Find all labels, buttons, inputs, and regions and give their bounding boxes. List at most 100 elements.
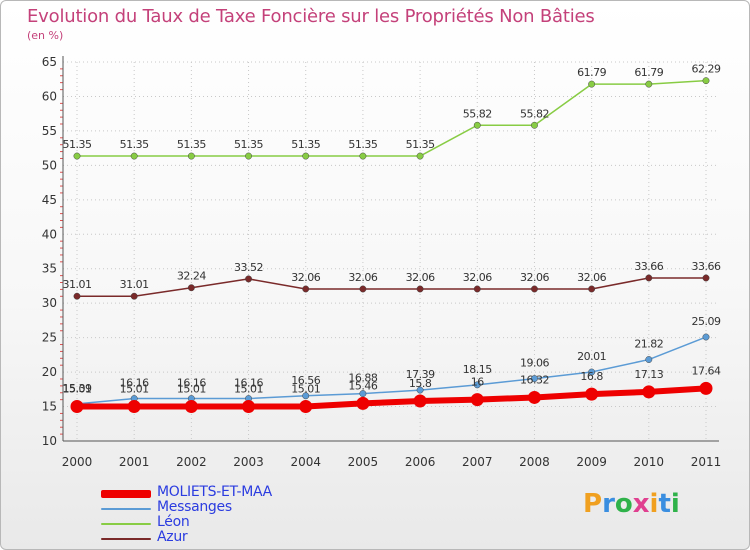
legend-swatch: [101, 508, 151, 510]
legend-label: Azur: [157, 529, 188, 545]
data-point-l-on: [302, 152, 310, 160]
x-tick-label: 2001: [119, 455, 150, 469]
data-point-azur: [359, 285, 367, 293]
data-point-moliets-et-maa: [242, 399, 256, 413]
data-point-azur: [73, 292, 81, 300]
x-tick-label: 2004: [290, 455, 321, 469]
data-point-moliets-et-maa: [184, 399, 198, 413]
data-point-moliets-et-maa: [642, 385, 656, 399]
logo-letter: i: [649, 489, 659, 519]
x-tick-label: 2005: [348, 455, 379, 469]
data-point-l-on: [473, 121, 481, 129]
y-tick-label: 25: [42, 331, 57, 345]
y-tick-label: 20: [42, 365, 57, 379]
data-label-moliets-et-maa: 17.64: [692, 364, 721, 377]
data-point-azur: [130, 292, 138, 300]
data-label-messanges: 16.88: [348, 372, 377, 385]
data-point-azur: [416, 285, 424, 293]
data-point-azur: [245, 275, 252, 283]
data-point-azur: [473, 285, 481, 293]
x-tick-label: 2009: [576, 455, 607, 469]
data-label-moliets-et-maa: 16.8: [580, 370, 603, 383]
legend-label: Léon: [157, 514, 190, 530]
data-point-azur: [702, 274, 710, 282]
data-point-messanges: [416, 386, 424, 394]
data-label-azur: 32.24: [177, 270, 206, 283]
data-label-l-on: 61.79: [577, 66, 606, 79]
data-point-azur: [531, 285, 538, 293]
x-tick-label: 2007: [462, 455, 493, 469]
data-label-l-on: 51.35: [348, 138, 377, 151]
data-label-azur: 32.06: [577, 271, 606, 284]
data-point-messanges: [645, 356, 653, 363]
data-label-l-on: 51.35: [120, 138, 149, 151]
data-label-l-on: 51.35: [291, 138, 320, 151]
data-point-l-on: [531, 121, 538, 129]
data-label-messanges: 16.56: [291, 374, 320, 387]
data-label-l-on: 51.35: [406, 138, 435, 151]
logo-letter: P: [583, 489, 603, 519]
y-tick-label: 15: [42, 400, 57, 414]
data-label-messanges: 16.16: [120, 377, 149, 390]
data-label-messanges: 25.09: [692, 315, 721, 328]
chart-subtitle: (en %): [27, 29, 64, 42]
data-point-messanges: [473, 381, 481, 389]
y-tick-label: 65: [42, 55, 57, 69]
y-tick-label: 60: [42, 89, 57, 103]
data-point-moliets-et-maa: [356, 396, 370, 410]
data-point-l-on: [73, 152, 81, 160]
data-point-messanges: [531, 375, 538, 383]
data-point-moliets-et-maa: [299, 399, 313, 413]
y-tick-label: 55: [42, 124, 57, 138]
data-point-moliets-et-maa: [70, 399, 84, 413]
data-label-messanges: 20.01: [577, 350, 606, 363]
y-tick-label: 35: [42, 262, 57, 276]
proxiti-logo: Proxiti: [583, 489, 680, 519]
series-line-moliets-et-maa: [77, 385, 707, 410]
y-tick-label: 30: [42, 296, 57, 310]
data-point-azur: [302, 285, 310, 293]
x-tick-label: 2000: [62, 455, 93, 469]
data-point-moliets-et-maa: [470, 393, 484, 407]
data-point-l-on: [645, 80, 653, 88]
data-point-l-on: [130, 152, 138, 160]
logo-letter: x: [632, 489, 650, 519]
data-label-l-on: 55.82: [463, 107, 492, 120]
data-point-l-on: [416, 152, 424, 160]
series-line-messanges: [76, 336, 707, 405]
data-point-moliets-et-maa: [127, 399, 141, 413]
data-point-messanges: [702, 333, 710, 341]
data-point-l-on: [588, 80, 596, 88]
data-label-moliets-et-maa: 15.01: [63, 382, 92, 395]
logo-letter: r: [602, 489, 615, 519]
data-label-azur: 32.06: [348, 271, 377, 284]
data-point-moliets-et-maa: [585, 387, 599, 401]
data-point-azur: [645, 274, 653, 282]
data-label-azur: 33.66: [634, 260, 663, 273]
data-label-l-on: 55.82: [520, 107, 549, 120]
data-label-moliets-et-maa: 15.01: [291, 382, 320, 395]
data-label-azur: 32.06: [463, 271, 492, 284]
y-tick-label: 50: [42, 158, 57, 172]
data-point-messanges: [359, 390, 367, 398]
y-tick-label: 40: [42, 227, 57, 241]
x-tick-label: 2002: [176, 455, 207, 469]
data-label-moliets-et-maa: 15.8: [409, 377, 432, 390]
x-tick-label: 2006: [405, 455, 436, 469]
data-label-moliets-et-maa: 15.01: [120, 382, 149, 395]
data-label-azur: 32.06: [406, 271, 435, 284]
data-point-azur: [187, 284, 195, 292]
logo-letter: t: [658, 489, 671, 519]
data-point-l-on: [702, 77, 710, 85]
data-label-messanges: 17.39: [406, 368, 435, 381]
data-point-moliets-et-maa: [413, 394, 427, 408]
x-tick-label: 2003: [233, 455, 264, 469]
data-point-moliets-et-maa: [527, 390, 541, 404]
data-label-messanges: 16.16: [234, 377, 263, 390]
data-label-messanges: 21.82: [634, 338, 663, 351]
data-point-l-on: [245, 152, 252, 160]
data-label-azur: 33.66: [692, 260, 721, 273]
logo-letter: o: [614, 489, 633, 519]
